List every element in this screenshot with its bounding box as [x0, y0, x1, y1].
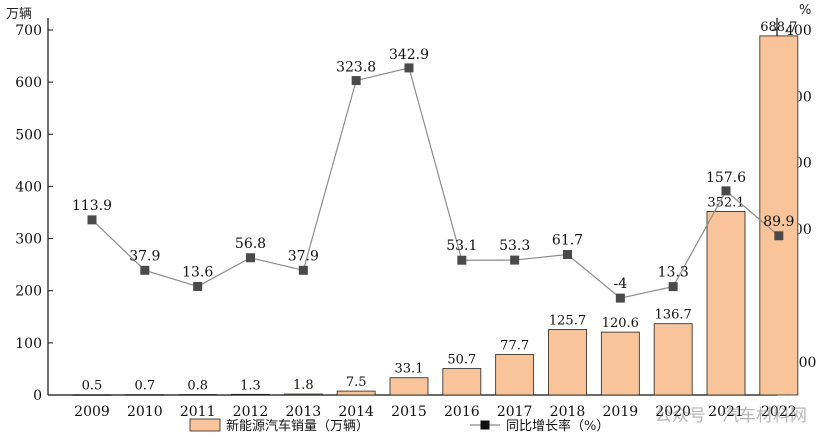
growth-value-label: -4 — [614, 276, 628, 292]
growth-marker — [351, 76, 361, 86]
x-tick-label: 2022 — [761, 404, 797, 420]
x-tick-label: 2016 — [444, 404, 480, 420]
bar-value-label: 0.7 — [134, 379, 155, 394]
left-axis-tick-label: 600 — [15, 75, 42, 91]
growth-value-label: 53.3 — [499, 238, 530, 254]
bar — [231, 393, 270, 396]
bar — [653, 323, 693, 396]
left-axis-tick-label: 200 — [15, 284, 42, 300]
left-axis-tick-label: 700 — [15, 23, 42, 39]
bar — [442, 368, 482, 396]
growth-value-label: 323.8 — [336, 60, 376, 76]
right-axis-tick-label: 400 — [785, 23, 812, 39]
left-axis-unit: 万辆 — [6, 7, 33, 22]
left-axis-tick-label: 300 — [15, 232, 42, 248]
legend-bar-label: 新能源汽车销量（万辆） — [226, 418, 369, 434]
growth-line — [91, 67, 780, 299]
x-tick-label: 2020 — [655, 404, 691, 420]
growth-marker — [721, 186, 731, 196]
bar-value-label: 352.1 — [707, 195, 744, 210]
growth-marker — [298, 265, 308, 275]
bar-value-label: 50.7 — [447, 353, 476, 368]
bar-value-label: 7.5 — [346, 375, 367, 390]
bar-value-label: 1.3 — [240, 378, 261, 393]
bar-value-label: 1.8 — [293, 378, 314, 393]
bar-value-label: 125.7 — [549, 313, 586, 328]
x-tick-label: 2017 — [497, 404, 533, 420]
left-axis-tick-label: 100 — [15, 336, 42, 352]
growth-value-label: 13.6 — [182, 264, 213, 280]
growth-marker — [245, 253, 255, 263]
growth-value-label: 157.6 — [706, 170, 746, 186]
bar — [600, 331, 640, 396]
x-tick-label: 2011 — [180, 404, 216, 420]
bar-value-label: 33.1 — [395, 362, 424, 377]
x-tick-label: 2019 — [603, 404, 639, 420]
growth-marker — [404, 63, 414, 73]
left-axis-tick-label: 400 — [15, 179, 42, 195]
bar-value-label: 0.5 — [82, 379, 103, 394]
bar — [495, 354, 535, 396]
legend-line-label: 同比增长率（%） — [506, 418, 609, 434]
growth-value-label: 53.1 — [446, 238, 477, 254]
x-tick-label: 2021 — [708, 404, 744, 420]
growth-value-label: 37.9 — [129, 248, 160, 264]
growth-marker — [774, 231, 784, 241]
bar-value-label: 0.8 — [187, 379, 208, 394]
growth-marker — [615, 293, 625, 303]
bar — [72, 394, 112, 396]
x-tick-label: 2014 — [338, 404, 374, 420]
x-tick-label: 2013 — [286, 404, 322, 420]
left-axis-tick-label: 500 — [15, 127, 42, 143]
bar — [178, 394, 218, 396]
growth-value-label: 113.9 — [72, 198, 112, 214]
x-tick-label: 2018 — [550, 404, 586, 420]
x-tick-label: 2012 — [233, 404, 269, 420]
growth-value-label: 89.9 — [763, 214, 794, 230]
bar — [548, 329, 587, 396]
growth-marker — [668, 282, 678, 292]
bar-value-label: 77.7 — [500, 338, 529, 353]
growth-marker — [457, 255, 467, 265]
growth-value-label: 61.7 — [552, 233, 583, 249]
x-tick-label: 2009 — [74, 404, 110, 420]
growth-value-label: 13.3 — [658, 265, 689, 281]
bar — [125, 394, 165, 396]
bar — [759, 35, 799, 396]
watermark: 公众号 · 汽车材料网 — [654, 406, 807, 426]
bar — [706, 211, 746, 396]
bar-value-label: 688.7 — [760, 20, 797, 35]
bar-value-label: 136.7 — [655, 308, 692, 323]
bar — [336, 390, 376, 396]
legend-bar-swatch — [189, 418, 221, 432]
growth-value-label: 56.8 — [235, 236, 266, 252]
bar — [389, 377, 429, 396]
right-axis-unit: % — [799, 3, 812, 18]
growth-marker — [87, 215, 97, 225]
growth-value-label: 37.9 — [288, 248, 319, 264]
bar-value-label: 120.6 — [602, 316, 639, 331]
x-tick-label: 2010 — [127, 404, 163, 420]
growth-marker — [140, 265, 150, 275]
x-tick-label: 2015 — [391, 404, 427, 420]
growth-marker — [193, 281, 203, 291]
bar — [283, 393, 323, 396]
growth-marker — [562, 250, 572, 260]
legend-line-marker — [480, 420, 490, 430]
growth-marker — [510, 255, 520, 265]
left-axis-tick-label: 0 — [33, 388, 42, 404]
growth-value-label: 342.9 — [389, 47, 429, 63]
